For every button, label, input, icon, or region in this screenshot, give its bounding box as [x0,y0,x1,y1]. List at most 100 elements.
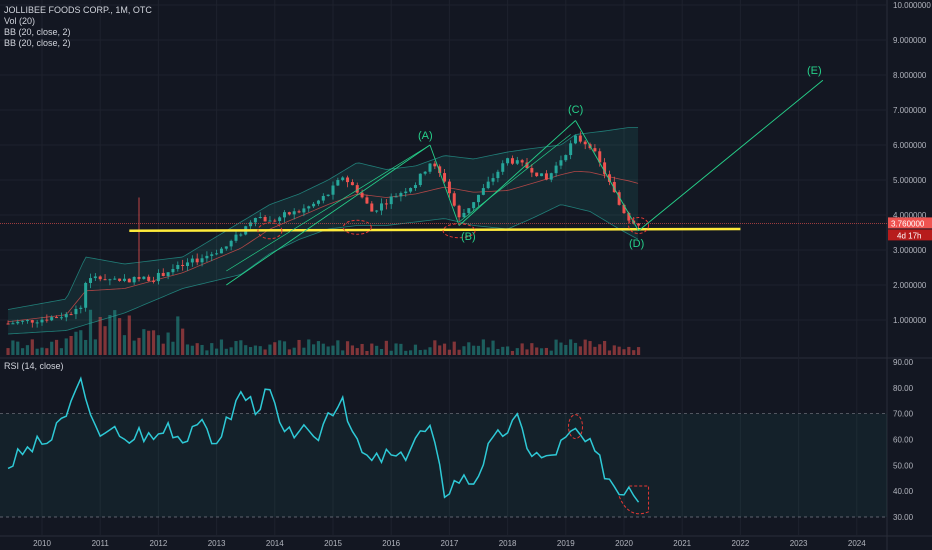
price-pane[interactable] [0,79,887,355]
candle-body[interactable] [40,319,44,323]
candle-body[interactable] [443,173,447,182]
candle-body[interactable] [239,234,243,236]
candle-body[interactable] [253,217,257,223]
candle-body[interactable] [506,158,510,164]
candle-body[interactable] [229,240,233,247]
candle-body[interactable] [574,135,577,144]
candle-body[interactable] [564,155,568,161]
candle-body[interactable] [127,278,131,283]
candle-body[interactable] [224,246,228,249]
candle-body[interactable] [549,173,553,180]
support-line[interactable] [129,227,741,232]
rsi-peak-marker[interactable] [568,414,583,440]
candle-body[interactable] [103,279,107,281]
candle-body[interactable] [79,307,83,309]
candle-body[interactable] [74,308,78,315]
candle-body[interactable] [423,171,427,174]
channel-line[interactable] [226,144,431,272]
candle-body[interactable] [273,220,277,222]
candle-body[interactable] [89,278,92,283]
candle-body[interactable] [413,185,417,189]
rsi-line[interactable] [7,376,640,503]
rsi-indicator-label[interactable]: RSI (14, close) [4,361,64,371]
candle-body[interactable] [515,160,519,164]
candle-body[interactable] [433,163,437,167]
candle-body[interactable] [287,212,291,215]
candle-body[interactable] [365,197,369,204]
candle-body[interactable] [617,192,621,205]
candle-body[interactable] [612,181,616,193]
candle-body[interactable] [55,317,59,319]
candle-body[interactable] [263,216,267,222]
candle-body[interactable] [219,248,223,254]
candle-body[interactable] [30,320,34,323]
candle-body[interactable] [35,322,39,324]
rsi-low-marker[interactable] [618,485,650,515]
volume-indicator-label[interactable]: Vol (20) [4,16,36,26]
candle-body[interactable] [530,168,534,173]
symbol-title[interactable]: JOLLIBEE FOODS CORP., 1M, OTC [4,5,152,15]
bb-indicator-label-2[interactable]: BB (20, close, 2) [4,38,71,48]
candle-body[interactable] [210,254,214,256]
candle-body[interactable] [520,160,524,163]
candle-body[interactable] [510,158,514,164]
candle-body[interactable] [190,258,194,263]
candle-body[interactable] [472,202,476,209]
candle-body[interactable] [554,165,558,174]
candle-body[interactable] [93,276,97,279]
candle-body[interactable] [389,196,393,205]
candle-body[interactable] [375,210,379,212]
candle-body[interactable] [438,166,442,174]
candle-body[interactable] [195,258,199,263]
rsi-pane[interactable] [0,376,887,518]
wave-line[interactable] [575,120,639,231]
candle-body[interactable] [181,264,185,267]
candle-body[interactable] [370,203,374,212]
candle-body[interactable] [64,314,68,318]
candle-body[interactable] [21,320,25,322]
candle-body[interactable] [113,278,117,280]
candle-body[interactable] [399,193,403,197]
candle-body[interactable] [166,272,170,276]
candle-body[interactable] [50,317,54,321]
candle-body[interactable] [350,182,354,186]
candle-body[interactable] [331,185,335,195]
low-marker-ellipse[interactable] [342,219,372,235]
candle-body[interactable] [118,278,122,281]
wave-line[interactable] [429,144,460,226]
candle-body[interactable] [132,277,136,283]
candle-body[interactable] [152,280,156,282]
candle-body[interactable] [462,212,466,218]
candle-body[interactable] [59,317,63,319]
candle-body[interactable] [535,172,539,177]
wave-line[interactable] [458,120,576,226]
candle-body[interactable] [249,222,253,227]
candle-body[interactable] [341,177,345,181]
candle-body[interactable] [355,185,359,193]
candle-body[interactable] [108,279,112,281]
low-marker-ellipse[interactable] [628,217,650,234]
candle-body[interactable] [316,200,320,204]
candle-body[interactable] [156,272,160,282]
candle-body[interactable] [292,211,296,215]
candle-body[interactable] [627,213,631,221]
channel-line[interactable] [458,134,571,223]
candle-body[interactable] [122,278,126,281]
candle-body[interactable] [607,174,611,182]
candle-body[interactable] [540,173,544,177]
candle-body[interactable] [205,255,209,259]
candle-body[interactable] [578,135,582,142]
candle-body[interactable] [326,194,330,196]
candle-body[interactable] [283,212,286,218]
candle-body[interactable] [593,148,597,152]
candle-body[interactable] [297,211,301,213]
candle-body[interactable] [603,162,607,175]
candle-body[interactable] [336,180,340,186]
candle-body[interactable] [258,216,262,218]
candle-body[interactable] [161,272,165,276]
bb-indicator-label-1[interactable]: BB (20, close, 2) [4,27,71,37]
candle-body[interactable] [186,262,189,267]
candle-body[interactable] [496,171,500,179]
candle-body[interactable] [360,192,364,198]
candle-body[interactable] [544,173,548,180]
